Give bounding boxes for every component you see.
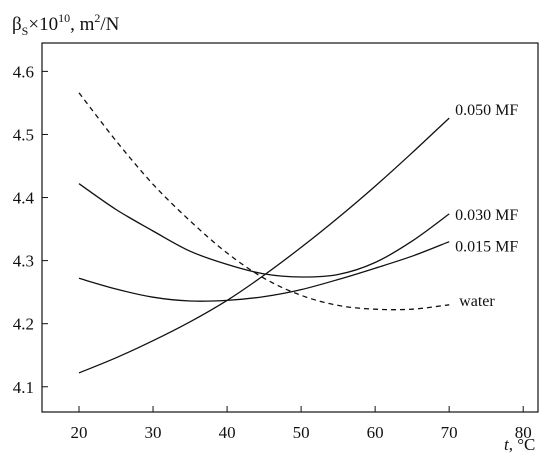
- y-axis-unit-prefix: , m: [70, 14, 95, 35]
- x-tick-label: 70: [441, 423, 458, 442]
- y-axis-exponent: 10: [58, 11, 70, 25]
- y-axis-unit-suffix: /N: [100, 14, 119, 35]
- y-tick-label: 4.4: [13, 189, 35, 208]
- series-lines: [78, 92, 450, 374]
- series-label-water: water: [459, 293, 495, 310]
- series-labels: 0.050 MF 0.030 MF 0.015 MF water: [455, 102, 518, 310]
- series-line-water: [78, 92, 450, 311]
- axis-ticks: 20 30 40 50 60 70 80 4.1 4.2 4.3 4.4 4.5 4.6: [13, 62, 532, 442]
- plot-area-frame: [41, 42, 539, 413]
- x-tick-label: 80: [515, 423, 532, 442]
- y-tick-label: 4.3: [13, 252, 34, 271]
- series-label-0-050-mf: 0.050 MF: [455, 102, 518, 119]
- series-label-0-030-mf: 0.030 MF: [455, 207, 518, 224]
- series-line-0-015-mf: [78, 241, 450, 302]
- y-axis-unit-exponent: 2: [94, 11, 100, 25]
- y-axis-symbol: β: [12, 14, 22, 35]
- x-tick-label: 30: [145, 423, 162, 442]
- series-line-0-030-mf: [78, 183, 450, 278]
- x-axis-unit: , °C: [509, 435, 536, 454]
- y-tick-label: 4.2: [13, 315, 34, 334]
- x-tick-label: 20: [71, 423, 88, 442]
- x-axis-symbol: t: [504, 435, 510, 454]
- x-tick-label: 60: [367, 423, 384, 442]
- y-axis-multiplier: ×10: [28, 14, 58, 35]
- series-line-0-050-mf: [78, 117, 450, 374]
- x-axis-label: t, °C: [504, 435, 535, 454]
- y-axis-subscript: S: [22, 24, 29, 38]
- y-axis-label: βS×1010, m2/N: [12, 11, 120, 38]
- y-tick-label: 4.5: [13, 125, 34, 144]
- x-tick-label: 40: [219, 423, 236, 442]
- y-tick-label: 4.6: [13, 62, 34, 81]
- series-label-0-015-mf: 0.015 MF: [455, 239, 518, 256]
- x-tick-label: 50: [293, 423, 310, 442]
- y-tick-label: 4.1: [13, 378, 34, 397]
